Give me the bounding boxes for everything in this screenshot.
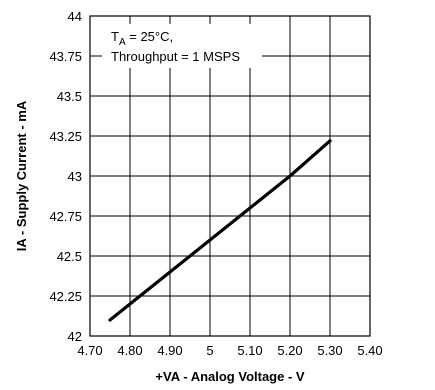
x-tick-label: 4.90 xyxy=(157,343,182,358)
x-axis-label: +VA - Analog Voltage - V xyxy=(155,369,304,384)
series-line xyxy=(108,139,332,322)
annotation-line-1: TA = 25°C, xyxy=(111,29,173,48)
y-tick-label: 43.25 xyxy=(49,129,82,144)
y-axis-label: IA - Supply Current - mA xyxy=(14,100,29,251)
y-tick-labels: 42 42.25 42.5 42.75 43 43.25 43.5 43.75 44 xyxy=(49,9,82,344)
y-tick-label: 43.75 xyxy=(49,49,82,64)
y-tick-label: 44 xyxy=(68,9,82,24)
y-tick-label: 43.5 xyxy=(57,89,82,104)
y-tick-label: 42.25 xyxy=(49,289,82,304)
x-tick-label: 5 xyxy=(206,343,213,358)
annotation-line-2: Throughput = 1 MSPS xyxy=(111,49,240,64)
annotation-t: T xyxy=(111,29,119,44)
y-tick-label: 42.75 xyxy=(49,209,82,224)
annotation-temperature: = 25°C, xyxy=(126,29,173,44)
y-tick-label: 42 xyxy=(68,329,82,344)
x-tick-label: 5.20 xyxy=(277,343,302,358)
x-tick-label: 4.80 xyxy=(117,343,142,358)
series-group xyxy=(108,139,332,322)
annotation-subscript: A xyxy=(119,37,126,48)
x-tick-label: 5.40 xyxy=(357,343,382,358)
x-tick-label: 4.70 xyxy=(77,343,102,358)
annotation-background xyxy=(102,24,262,68)
y-tick-label: 43 xyxy=(68,169,82,184)
x-tick-label: 5.30 xyxy=(317,343,342,358)
plot-frame xyxy=(89,15,371,337)
x-tick-labels: 4.70 4.80 4.90 5 5.10 5.20 5.30 5.40 xyxy=(77,343,382,358)
x-tick-label: 5.10 xyxy=(237,343,262,358)
y-tick-label: 42.5 xyxy=(57,249,82,264)
